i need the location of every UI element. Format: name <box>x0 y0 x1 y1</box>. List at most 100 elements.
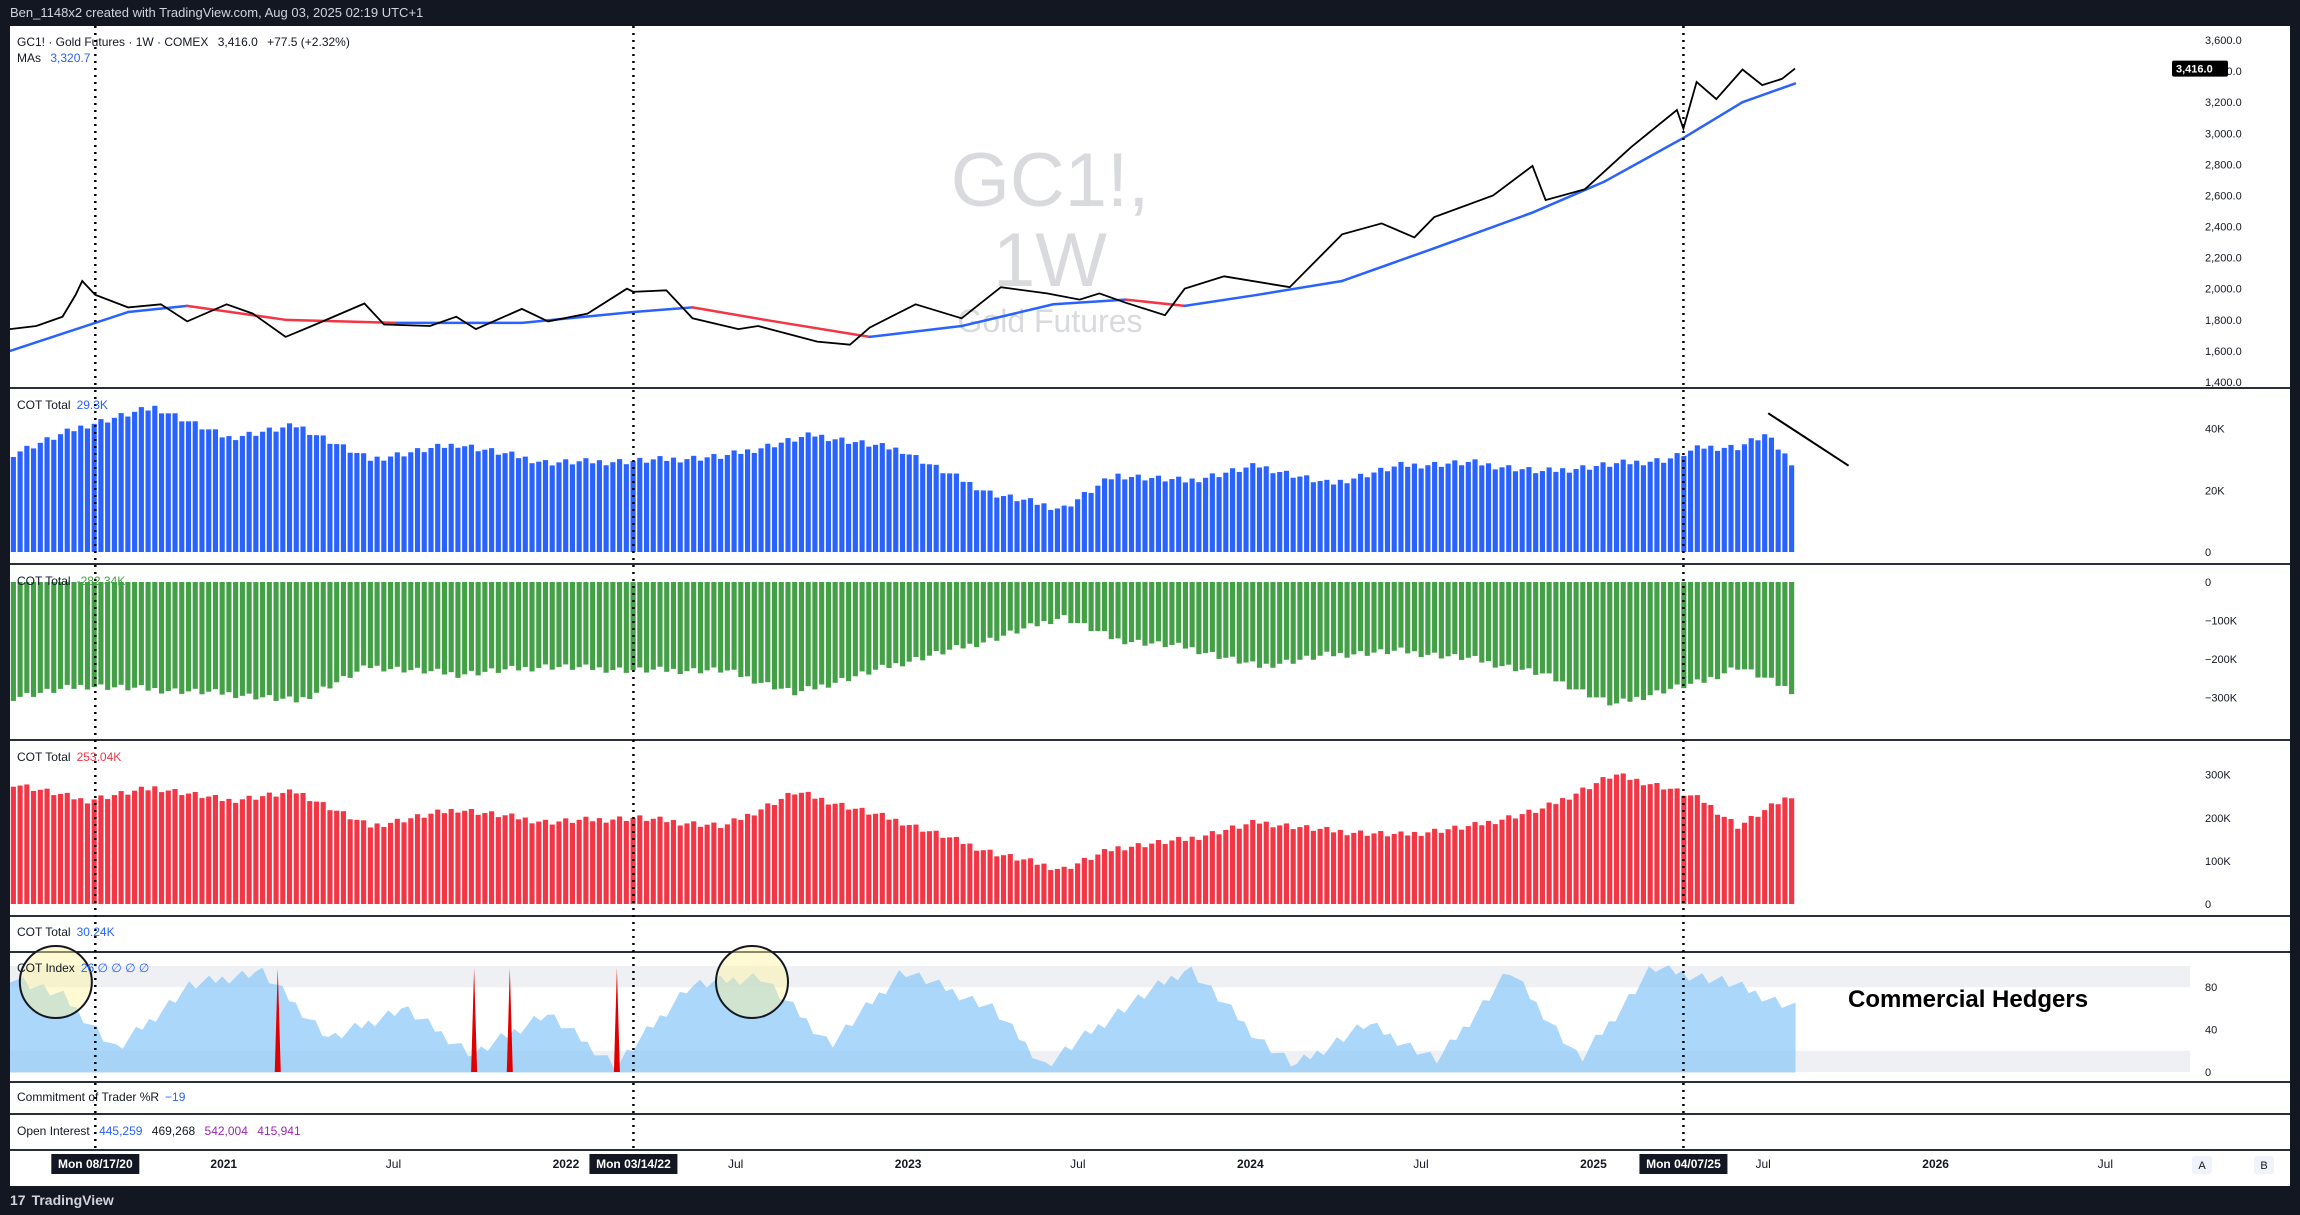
noncommercial-bar <box>10 457 16 552</box>
commercial-hedgers-annotation[interactable]: Commercial Hedgers <box>1848 986 2089 1013</box>
commercial-bar <box>1229 582 1236 657</box>
noncommercial-bar <box>603 465 609 552</box>
commercial-bar <box>913 582 919 658</box>
noncommercial-bar <box>758 448 764 552</box>
noncommercial-bar <box>1694 445 1700 552</box>
commercial-bar <box>1512 582 1519 672</box>
nonreportable-bar <box>1391 833 1397 904</box>
nonreportable-bar <box>1229 825 1236 904</box>
commercial-bar <box>10 582 16 701</box>
cot-pct-label: Commitment of Trader %R <box>17 1090 160 1104</box>
commercial-bar <box>1310 582 1316 660</box>
noncommercial-bar <box>300 426 306 552</box>
noncommercial-bar <box>556 462 562 552</box>
noncommercial-bar <box>960 481 966 552</box>
nonreportable-bar <box>1128 846 1135 904</box>
oi-value-1: 445,259 <box>99 1124 143 1138</box>
nonreportable-bar <box>1553 804 1559 904</box>
commercial-bar <box>798 582 805 692</box>
commercial-bar <box>1297 582 1303 660</box>
nonreportable-bar <box>172 789 178 904</box>
nonreportable-bar <box>1674 788 1680 904</box>
cot-pct-legend[interactable]: Commitment of Trader %R −19 <box>17 1090 185 1104</box>
x-axis-tick-label: Jul <box>386 1157 401 1171</box>
nonreportable-bar <box>1526 809 1532 904</box>
commercial-bar <box>307 582 313 699</box>
commercial-bar <box>1048 582 1054 625</box>
commercial-bar <box>239 582 245 696</box>
noncommercial-bar <box>657 456 663 552</box>
commercial-bar <box>408 582 414 671</box>
nonreportable-bar <box>354 819 360 904</box>
pane3-legend[interactable]: COT Total 253.04K <box>17 750 121 764</box>
commercial-bar <box>206 582 212 692</box>
open-interest-legend[interactable]: Open Interest 445,259 469,268 542,004 41… <box>17 1124 301 1138</box>
symbol-legend[interactable]: GC1! · Gold Futures · 1W · COMEX 3,416.0… <box>17 35 350 49</box>
pane1-legend[interactable]: COT Total 29.3K <box>17 398 108 412</box>
noncommercial-bar <box>1762 434 1768 552</box>
noncommercial-bar <box>1068 506 1074 552</box>
noncommercial-bar <box>718 458 724 552</box>
ma-legend[interactable]: MAs 3,320.7 <box>17 51 90 65</box>
chart-svg[interactable]: 1,400.0 1,600.0 1,800.0 2,000.0 2,200.0 2,400… <box>10 26 2290 1186</box>
nonreportable-bar <box>1270 827 1276 904</box>
nonreportable-bar <box>1283 823 1290 904</box>
nonreportable-bar <box>1755 816 1761 904</box>
noncommercial-bar <box>670 457 677 552</box>
nonreportable-bar <box>1324 826 1330 904</box>
ma-label: MAs <box>17 51 41 65</box>
noncommercial-bar <box>994 497 1000 552</box>
chart-area[interactable]: GC1!, 1W Gold Futures 1,400.0 1,600.0 1,80… <box>10 26 2290 1186</box>
noncommercial-bar <box>711 454 717 552</box>
ma-segment <box>284 318 399 325</box>
commercial-bar <box>71 582 77 689</box>
nonreportable-bar <box>361 820 367 904</box>
commercial-bar <box>347 582 353 678</box>
nonreportable-bar <box>158 792 165 904</box>
nonreportable-bar <box>71 799 77 904</box>
commercial-bar <box>118 582 124 685</box>
commercial-bar <box>98 582 104 685</box>
nonreportable-bar <box>1586 789 1593 904</box>
noncommercial-bar <box>805 432 811 552</box>
noncommercial-bar <box>1203 477 1209 552</box>
nonreportable-bar <box>1263 821 1269 904</box>
nonreportable-bar <box>846 809 852 904</box>
commercial-bar <box>643 582 650 673</box>
noncommercial-bar <box>482 449 488 552</box>
nonreportable-bar <box>953 836 959 904</box>
pane4-legend[interactable]: COT Total 30.24K <box>17 925 115 939</box>
nonreportable-bar <box>819 797 825 904</box>
commercial-bar <box>718 582 724 673</box>
noncommercial-axis-tick-label: 40K <box>2205 424 2225 436</box>
ma-segment <box>1531 180 1606 214</box>
nonreportable-bar <box>1438 832 1444 904</box>
cot-index-legend[interactable]: COT Index 26 ∅ ∅ ∅ ∅ <box>17 961 149 975</box>
commercial-bar <box>132 582 138 688</box>
commercial-bar <box>273 582 279 701</box>
nonreportable-bar <box>1600 777 1606 904</box>
noncommercial-bar <box>643 462 650 552</box>
noncommercial-bar <box>1425 465 1431 552</box>
noncommercial-bar <box>489 448 495 552</box>
pane2-legend[interactable]: COT Total -282.34K <box>17 574 125 588</box>
nonreportable-bar <box>805 791 811 904</box>
commercial-bar <box>1708 582 1714 677</box>
nonreportable-bar <box>1344 835 1350 904</box>
noncommercial-bar <box>246 431 252 552</box>
noncommercial-bar <box>1546 467 1552 552</box>
noncommercial-bar <box>576 461 582 552</box>
nonreportable-bar <box>192 792 198 904</box>
nonreportable-bar <box>44 788 50 904</box>
commercial-bar <box>1411 582 1417 652</box>
noncommercial-bar <box>1627 464 1633 552</box>
highlight-circle <box>18 945 93 1019</box>
noncommercial-bar <box>57 434 64 552</box>
commercial-bar <box>522 582 528 667</box>
commercial-bar <box>590 582 596 670</box>
nonreportable-bar <box>765 803 771 904</box>
nonreportable-bar <box>1297 827 1303 904</box>
commercial-bar <box>745 582 751 677</box>
noncommercial-bar <box>1095 485 1101 552</box>
ma-segment <box>868 324 963 339</box>
